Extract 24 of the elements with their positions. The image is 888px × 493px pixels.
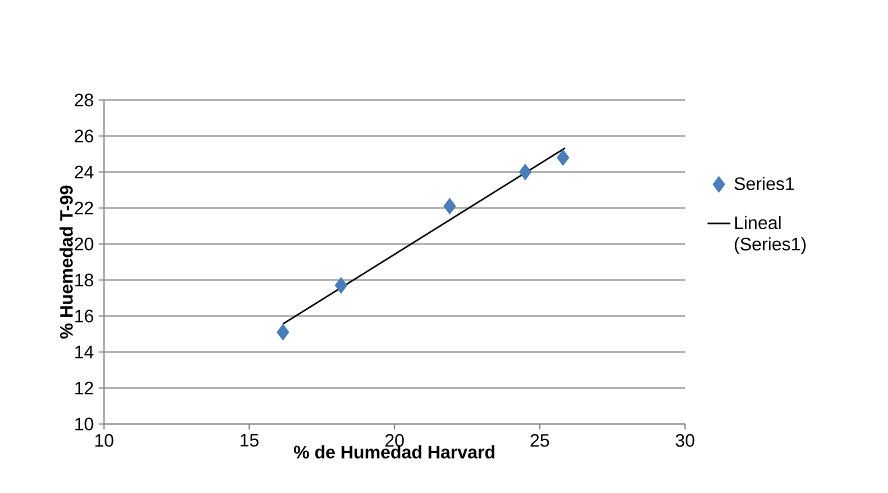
y-tick-label: 14	[75, 346, 94, 358]
point	[518, 164, 532, 180]
x-tick-label: 20	[385, 434, 404, 447]
y-tick-label: 10	[75, 418, 94, 430]
y-tick-label: 12	[75, 382, 94, 394]
y-tick-label: 28	[74, 94, 94, 106]
legend-label: Lineal (Series1)	[734, 216, 806, 254]
x-tick-label: 30	[676, 434, 694, 447]
y-tick-label: 16	[75, 310, 94, 322]
y-tick-label: 20	[74, 238, 94, 250]
point	[556, 149, 570, 166]
legend-label: Series1	[734, 176, 794, 190]
y-tick-label: 24	[74, 166, 94, 178]
x-tick-label: 25	[530, 434, 550, 447]
point	[276, 324, 290, 340]
x-tick-label: 10	[95, 434, 114, 447]
y-axis-title: % Huemedad T-99	[60, 186, 73, 339]
point	[443, 198, 456, 214]
x-axis-title: % de Humedad Harvard	[294, 445, 494, 458]
y-tick-label: 18	[75, 274, 94, 286]
point	[334, 277, 348, 294]
y-tick-label: 22	[74, 202, 94, 214]
x-tick-label: 15	[240, 434, 259, 447]
y-tick-label: 26	[74, 130, 94, 142]
